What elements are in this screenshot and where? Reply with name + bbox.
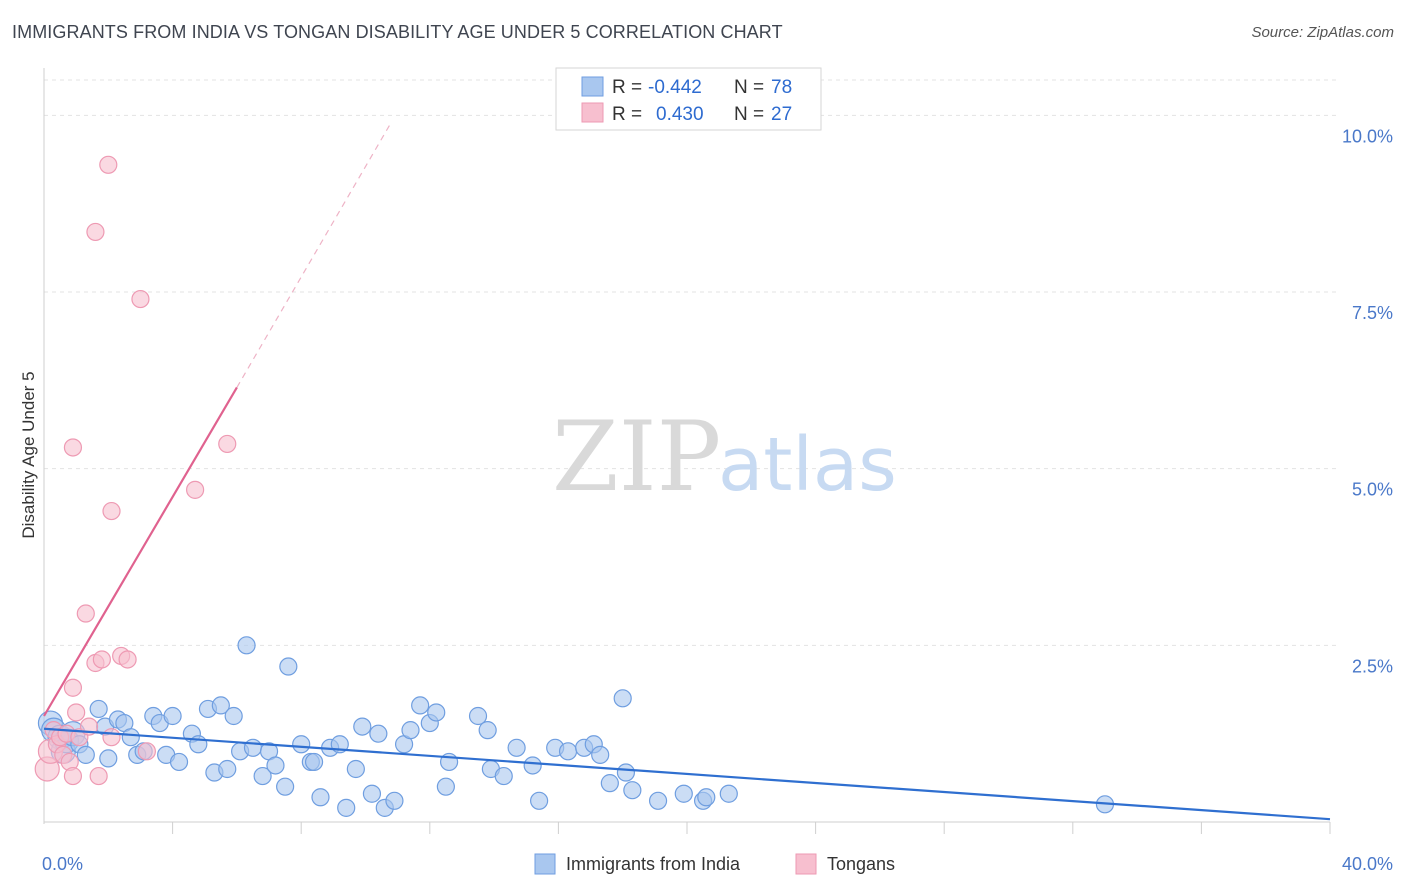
india-point-38 — [304, 752, 324, 772]
india-point-25 — [211, 696, 230, 715]
india-point-29 — [237, 636, 256, 655]
india-point-62 — [530, 791, 549, 810]
watermark-zip: ZIP — [552, 401, 721, 513]
legend-tongan-r-label: R = — [612, 104, 642, 125]
india-point-45 — [362, 784, 382, 803]
india-point-50 — [401, 721, 420, 740]
india-point-31 — [253, 766, 272, 786]
india-point-43 — [346, 759, 365, 779]
tongan-trend-line — [43, 386, 238, 717]
tongan-trend-extension — [236, 122, 392, 388]
india-point-70 — [616, 763, 636, 782]
series-india-points — [37, 636, 1115, 817]
y-axis-label: Disability Age Under 5 — [19, 371, 38, 538]
tongan-point-8 — [63, 678, 83, 697]
chart-source: Source: ZipAtlas.com — [1251, 24, 1394, 41]
india-point-71 — [623, 781, 642, 800]
india-point-75 — [697, 788, 716, 807]
india-point-57 — [478, 721, 497, 740]
tongan-point-27 — [63, 438, 83, 457]
legend-swatch-india — [581, 76, 604, 97]
tongan-point-23 — [131, 289, 150, 309]
tongan-point-16 — [89, 766, 108, 786]
legend-india-r-value: -0.442 — [648, 77, 702, 98]
legend-india-r-label: R = — [612, 77, 642, 98]
india-point-46 — [369, 724, 388, 743]
india-point-33 — [266, 756, 285, 775]
india-point-42 — [337, 798, 356, 817]
tongan-point-22 — [118, 650, 137, 669]
legend-tongan-r-value: 0.430 — [656, 104, 704, 125]
india-point-69 — [613, 689, 632, 708]
y-tick-label-1: 5.0% — [1352, 480, 1393, 500]
series-tongan-points — [34, 155, 237, 786]
india-point-59 — [494, 766, 513, 786]
bottom-legend-label-india: Immigrants from India — [566, 854, 741, 874]
tongan-point-20 — [102, 501, 121, 521]
bottom-legend-label-tongan: Tongans — [827, 854, 895, 874]
india-trend-line — [43, 727, 1331, 821]
legend-tongan-n-label: N = — [734, 104, 764, 125]
india-point-73 — [674, 784, 693, 803]
india-point-39 — [311, 788, 330, 807]
legend: R = -0.442 N = 78 R = 0.430 N = 27 — [555, 67, 822, 131]
tongan-point-15 — [86, 222, 105, 242]
india-point-30 — [243, 738, 263, 757]
y-tick-label-2: 7.5% — [1352, 303, 1393, 323]
x-tick-label-0: 0.0% — [42, 854, 83, 874]
india-point-76 — [719, 784, 738, 803]
tongan-point-24 — [137, 742, 156, 761]
india-point-72 — [648, 791, 668, 810]
tongan-point-10 — [67, 703, 86, 722]
legend-tongan-n-value: 27 — [771, 104, 792, 125]
india-point-54 — [436, 777, 455, 796]
legend-india-n-label: N = — [734, 77, 764, 98]
legend-india-n-value: 78 — [771, 77, 792, 98]
india-point-56 — [468, 706, 488, 726]
bottom-legend: Immigrants from India Tongans — [534, 853, 895, 875]
tongan-point-18 — [99, 155, 118, 174]
chart-title: IMMIGRANTS FROM INDIA VS TONGAN DISABILI… — [12, 22, 783, 42]
india-point-53 — [427, 703, 446, 722]
india-point-13 — [121, 728, 140, 747]
tongan-point-25 — [186, 480, 205, 499]
india-point-19 — [163, 706, 182, 726]
india-point-64 — [558, 742, 578, 761]
india-point-44 — [353, 717, 372, 736]
bottom-legend-swatch-india — [534, 853, 556, 875]
india-point-26 — [218, 759, 237, 779]
x-tick-label-1: 40.0% — [1342, 854, 1393, 874]
bottom-legend-swatch-tongan — [795, 853, 817, 875]
legend-swatch-tongan — [581, 102, 604, 123]
tongan-point-17 — [92, 650, 111, 669]
india-point-8 — [89, 699, 108, 719]
y-tick-label-0: 2.5% — [1352, 656, 1393, 676]
axes — [43, 68, 1331, 834]
india-point-20 — [169, 752, 189, 772]
tongan-point-26 — [218, 434, 237, 454]
watermark: ZIP atlas — [552, 401, 897, 513]
india-point-36 — [292, 735, 311, 754]
gridlines — [44, 79, 1338, 646]
india-point-61 — [523, 756, 542, 775]
tongan-point-12 — [76, 604, 95, 623]
y-tick-label-3: 10.0% — [1342, 126, 1393, 146]
tick-labels: 2.5% 5.0% 7.5% 10.0% 0.0% 40.0% — [42, 126, 1393, 874]
india-point-60 — [507, 738, 526, 757]
india-point-10 — [99, 749, 118, 768]
trend-lines — [43, 122, 1331, 821]
tongan-point-9 — [63, 766, 83, 786]
india-point-67 — [591, 745, 610, 764]
india-point-7 — [76, 745, 95, 764]
india-point-48 — [385, 791, 404, 810]
india-point-51 — [411, 696, 430, 715]
india-point-27 — [224, 706, 243, 726]
india-point-34 — [276, 777, 295, 796]
india-point-68 — [600, 774, 619, 793]
watermark-atlas: atlas — [718, 422, 897, 508]
india-point-35 — [279, 657, 298, 676]
tongan-point-19 — [102, 728, 121, 747]
